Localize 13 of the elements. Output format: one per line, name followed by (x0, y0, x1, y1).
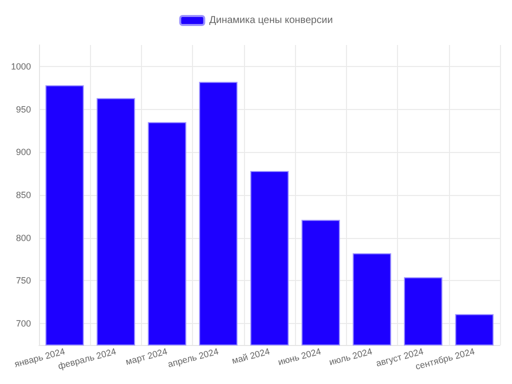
x-tick-label: июль 2024 (328, 346, 374, 368)
y-tick-label: 850 (16, 190, 32, 200)
y-tick-label: 900 (16, 147, 32, 158)
y-tick-label: 700 (16, 318, 32, 329)
y-tick-label: 1000 (10, 61, 32, 72)
y-tick-label: 950 (16, 104, 32, 114)
x-tick-label: май 2024 (230, 346, 271, 366)
y-tick-label: 750 (16, 276, 32, 286)
x-tick-label: июнь 2024 (276, 346, 322, 368)
x-tick-label: апрель 2024 (166, 346, 220, 370)
x-tick-label: март 2024 (124, 346, 168, 367)
legend-label: Динамика цены конверсии (209, 15, 333, 26)
y-tick-label: 800 (16, 232, 32, 243)
